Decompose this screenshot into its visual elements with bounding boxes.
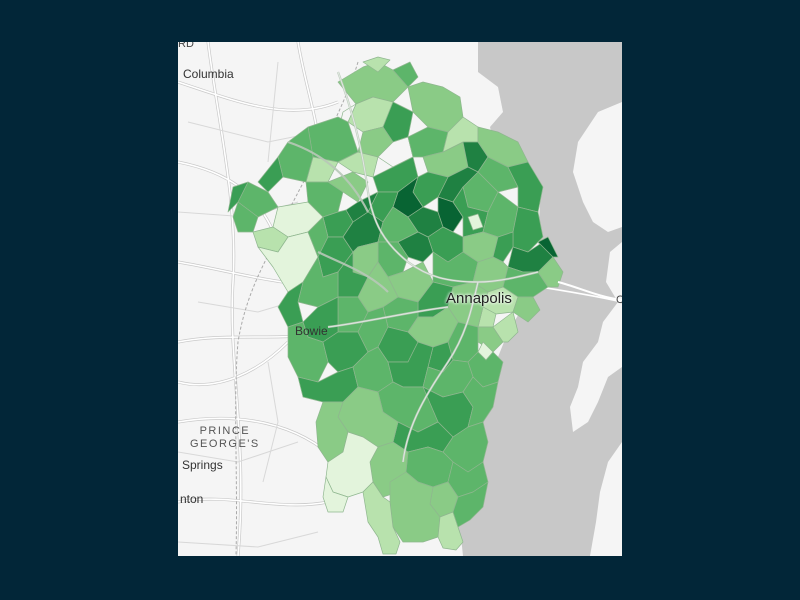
district bbox=[537, 236, 559, 258]
map-label-springs: Springs bbox=[182, 458, 223, 472]
district bbox=[537, 256, 564, 288]
eastern-shore-land bbox=[590, 442, 622, 556]
district bbox=[467, 213, 484, 231]
map-view[interactable]: RD Columbia Annapolis Bowie PRINCE GEORG… bbox=[178, 42, 622, 556]
highway-network bbox=[327, 71, 539, 463]
kent-island-land bbox=[573, 102, 622, 232]
district bbox=[407, 81, 464, 133]
map-label-prince-georges: PRINCE GEORGE'S bbox=[190, 425, 260, 451]
district bbox=[492, 311, 519, 343]
map-label-annapolis: Annapolis bbox=[446, 290, 512, 307]
map-label-columbia: Columbia bbox=[183, 67, 234, 81]
map-canvas[interactable] bbox=[178, 42, 622, 556]
choropleth-districts[interactable] bbox=[227, 56, 564, 555]
district bbox=[362, 481, 401, 555]
eastern-shore-land bbox=[570, 242, 622, 432]
map-label-rd: RD bbox=[178, 42, 194, 50]
district bbox=[362, 56, 391, 73]
district bbox=[257, 156, 284, 193]
district bbox=[277, 126, 314, 183]
map-label-prince-georges-line1: PRINCE bbox=[199, 425, 251, 437]
district bbox=[297, 256, 339, 308]
district bbox=[477, 156, 519, 193]
district bbox=[512, 296, 541, 323]
map-label-bowie: Bowie bbox=[295, 324, 328, 338]
district bbox=[232, 201, 259, 233]
map-label-nton: nton bbox=[180, 492, 204, 506]
district bbox=[437, 511, 464, 551]
map-label-c: C bbox=[616, 294, 622, 306]
district bbox=[337, 151, 379, 178]
bay-bridge bbox=[557, 281, 622, 301]
map-label-prince-georges-line2: GEORGE'S bbox=[190, 438, 260, 450]
district bbox=[452, 481, 489, 528]
district bbox=[492, 231, 514, 263]
district bbox=[322, 476, 349, 513]
district bbox=[392, 61, 419, 88]
